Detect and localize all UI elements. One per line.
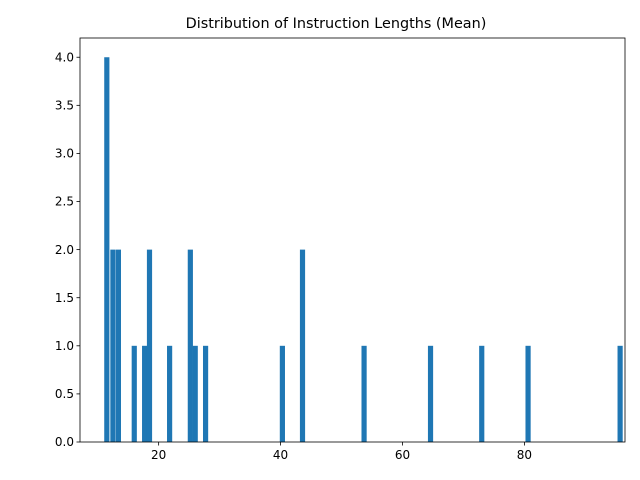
histogram-bar-14 [479, 345, 485, 442]
histogram-bar-9 [202, 345, 209, 442]
histogram-bar-12 [361, 345, 367, 442]
y-tick-label: 3.0 [55, 147, 74, 161]
y-tick-label: 3.5 [55, 99, 74, 113]
y-tick-label: 2.0 [55, 243, 74, 257]
y-tick-label: 0.5 [55, 387, 74, 401]
histogram-bar-5 [146, 249, 153, 442]
histogram-bar-4 [142, 345, 148, 442]
histogram-bar-1 [110, 249, 116, 442]
histogram-bar-13 [427, 345, 434, 442]
y-tick-label: 1.5 [55, 291, 74, 305]
chart-title: Distribution of Instruction Lengths (Mea… [186, 16, 487, 32]
x-tick-label: 80 [517, 448, 532, 462]
histogram-bar-0 [104, 57, 110, 443]
histogram-bar-10 [279, 345, 285, 442]
x-tick-label: 60 [395, 448, 410, 462]
x-tick-label: 20 [151, 448, 166, 462]
histogram-bar-7 [187, 249, 193, 442]
histogram-bar-6 [167, 345, 173, 442]
histogram-bar-15 [525, 345, 531, 442]
y-tick-label: 1.0 [55, 339, 74, 353]
x-axis: 20 40 60 80 [151, 442, 532, 462]
y-tick-label: 4.0 [55, 50, 74, 64]
plot-frame [79, 37, 626, 443]
histogram-bar-11 [299, 249, 306, 442]
y-tick-label: 0.0 [55, 435, 74, 449]
x-tick-label: 40 [273, 448, 288, 462]
histogram-bar-16 [617, 345, 623, 442]
histogram-bar-3 [131, 345, 137, 442]
histogram-bar-8 [192, 345, 198, 442]
y-tick-label: 2.5 [55, 195, 74, 209]
y-axis: 0.0 0.5 1.0 1.5 2.0 2.5 3.0 3.5 4.0 [55, 50, 80, 449]
bars-group [104, 57, 623, 443]
histogram-bar-2 [115, 249, 121, 442]
